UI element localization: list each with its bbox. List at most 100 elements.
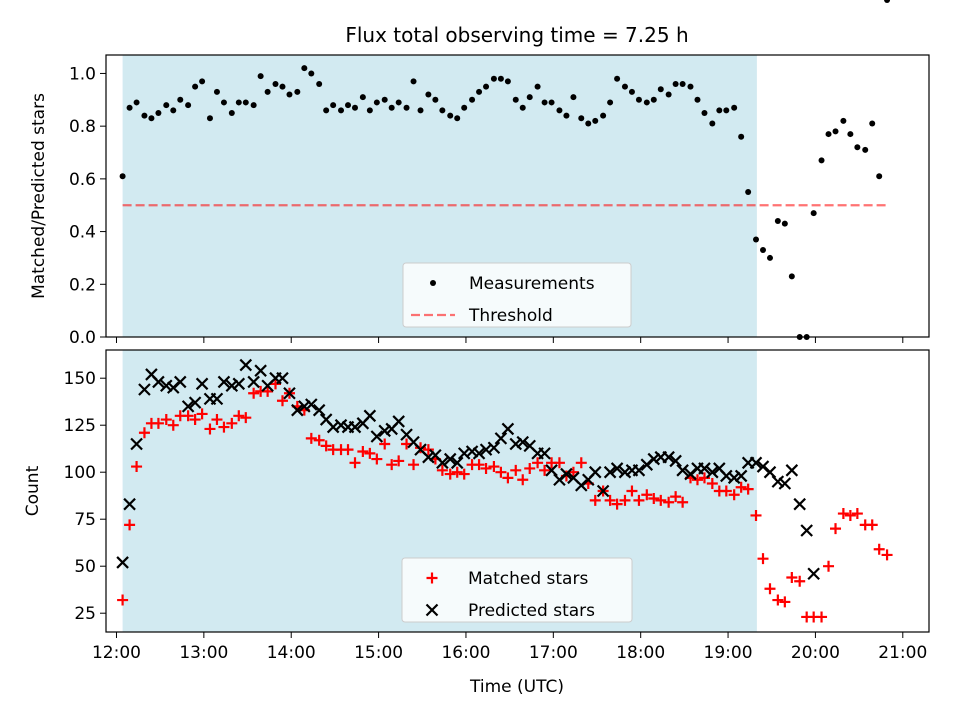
measurement-point (592, 117, 599, 124)
predicted-star-point (130, 437, 143, 451)
predicted-star-point (501, 422, 515, 436)
matched-star-point (189, 414, 201, 426)
predicted-star-point (698, 462, 711, 475)
predicted-star-point (123, 497, 136, 511)
measurement-point (825, 131, 832, 138)
measurement-point (657, 86, 664, 93)
matched-star-point (371, 453, 383, 465)
measurement-point (788, 273, 795, 280)
matched-star-point (444, 468, 456, 480)
predicted-star-point (676, 464, 689, 477)
y-tick-label-25: 25 (74, 604, 96, 624)
measurement-point (447, 112, 454, 119)
predicted-star-point (436, 456, 449, 470)
y-tick-label-0-0: 0.0 (69, 328, 96, 348)
predicted-star-point (232, 377, 246, 391)
matched-star-point (510, 464, 522, 476)
matched-star-point (305, 432, 317, 444)
measurement-point (570, 94, 577, 101)
x-tick-label-14-00: 14:00 (267, 643, 316, 663)
matched-star-point (124, 519, 136, 531)
legend-label-measurements: Measurements (469, 274, 595, 294)
measurement-point (141, 112, 148, 119)
measurement-point (301, 65, 308, 72)
matched-star-point (844, 509, 856, 521)
measurement-point (133, 99, 140, 106)
measurement-point (126, 104, 133, 111)
measurement-point (425, 91, 432, 98)
y-tick-label-100: 100 (64, 463, 96, 483)
predicted-star-point (291, 403, 304, 417)
matched-star-point (182, 410, 194, 422)
predicted-star-point (632, 464, 646, 477)
predicted-star-point (807, 567, 820, 580)
measurement-point (148, 115, 155, 122)
measurement-point (526, 94, 533, 101)
measurement-point (316, 80, 323, 87)
matched-star-point (262, 385, 274, 397)
measurement-point (512, 96, 519, 103)
measurement-point (177, 96, 184, 103)
y-tick-label-1-0: 1.0 (69, 64, 96, 84)
x-tick-label-15-00: 15:00 (354, 643, 403, 663)
predicted-star-point (188, 396, 202, 409)
matched-star-point (131, 461, 143, 473)
measurement-point (338, 107, 345, 114)
legend-marker-predicted (425, 603, 439, 617)
matched-star-point (663, 496, 675, 508)
measurement-point (366, 107, 373, 114)
matched-star-point (451, 466, 463, 478)
measurement-point (847, 131, 854, 138)
matched-star-point (604, 494, 616, 506)
matched-star-point (735, 481, 747, 493)
matched-star-point (415, 442, 427, 454)
matched-star-point (794, 575, 806, 587)
measurement-point (607, 99, 614, 106)
measurement-point (228, 109, 235, 116)
matched-star-point (364, 447, 376, 459)
measurement-point (250, 102, 257, 109)
count-points (116, 358, 893, 623)
matched-star-point (218, 421, 230, 433)
measurement-point (483, 83, 490, 90)
measurement-point (417, 107, 424, 114)
predicted-star-point (305, 398, 318, 411)
measurement-point (410, 78, 417, 85)
measurement-point (672, 80, 679, 87)
matched-star-point (152, 417, 164, 429)
predicted-star-point (560, 467, 573, 481)
measurement-point (351, 104, 358, 111)
matched-star-point (502, 472, 514, 484)
predicted-star-point (596, 484, 610, 498)
x-tick-label-12-00: 12:00 (92, 643, 141, 663)
matched-star-point (436, 464, 448, 476)
predicted-star-point (588, 465, 602, 479)
measurement-point (490, 75, 497, 82)
matched-star-point (386, 459, 398, 471)
matched-star-point (393, 455, 405, 467)
predicted-star-point (450, 456, 464, 470)
matched-star-point (677, 496, 689, 508)
measurement-point (701, 109, 708, 116)
predicted-star-point (348, 420, 362, 434)
matched-star-point (816, 611, 828, 623)
matched-star-point (648, 493, 660, 505)
y-tick-label-75: 75 (74, 510, 96, 530)
measurement-point (388, 104, 395, 111)
measurement-point (548, 99, 555, 106)
measurement-point (185, 102, 192, 109)
matched-star-point (342, 444, 354, 456)
measurement-point (774, 218, 781, 225)
measurement-point (294, 88, 301, 95)
legend-label-predicted-stars: Predicted stars (468, 601, 595, 621)
predicted-star-point (363, 409, 377, 423)
matched-star-point (532, 457, 544, 469)
measurement-point (621, 83, 628, 90)
matched-star-point (772, 594, 784, 606)
measurement-point (832, 128, 839, 135)
measurement-point (738, 133, 745, 140)
predicted-star-point (793, 497, 806, 511)
count-y-axis-label: Count (23, 465, 43, 516)
count-panel: 12:00 13:00 14:00 15:00 16:00 17:00 18:00 19:00… (23, 349, 930, 663)
x-tick-label-17-00: 17:00 (529, 643, 578, 663)
